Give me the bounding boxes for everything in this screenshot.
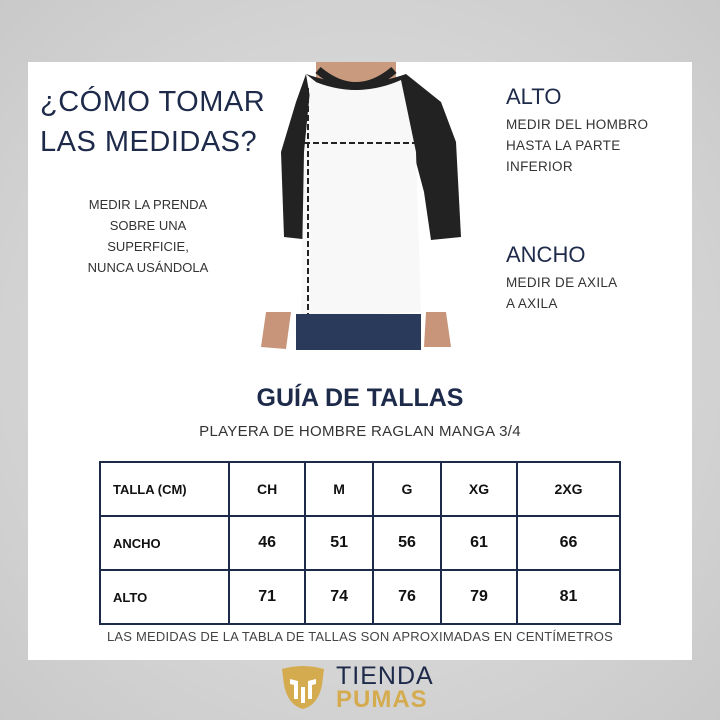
header-cell: CH bbox=[227, 461, 307, 517]
table-cell: 61 bbox=[439, 515, 519, 571]
ancho-description: MEDIR DE AXILA A AXILA bbox=[506, 272, 617, 314]
logo-text-tienda: TIENDA bbox=[336, 662, 434, 690]
heading-line: ¿CÓMO TOMAR bbox=[40, 86, 266, 118]
size-table: TALLA (CM) CH M G XG 2XG ANCHO 46 51 56 … bbox=[99, 461, 621, 625]
line: NUNCA USÁNDOLA bbox=[87, 260, 209, 275]
header-cell: 2XG bbox=[516, 461, 621, 517]
header-cell: XG bbox=[439, 461, 519, 517]
header-cell: M bbox=[304, 461, 375, 517]
line: INFERIOR bbox=[506, 159, 573, 174]
logo-text-pumas: PUMAS bbox=[336, 686, 428, 713]
line: MEDIR LA PRENDA bbox=[88, 197, 208, 212]
row-label: ANCHO bbox=[99, 515, 230, 571]
table-row: ALTO 71 74 76 79 81 bbox=[99, 569, 621, 625]
tienda-pumas-logo: TIENDA PUMAS bbox=[278, 664, 434, 712]
puma-head-icon bbox=[282, 666, 324, 709]
row-label: ALTO bbox=[99, 569, 230, 625]
table-cell: 71 bbox=[227, 569, 307, 625]
header-cell: G bbox=[372, 461, 442, 517]
shirt-image bbox=[261, 62, 461, 350]
table-cell: 79 bbox=[439, 569, 519, 625]
heading-line: LAS MEDIDAS? bbox=[40, 126, 258, 158]
table-header-row: TALLA (CM) CH M G XG 2XG bbox=[99, 461, 621, 517]
line: MEDIR DEL HOMBRO bbox=[506, 117, 649, 132]
alto-title: ALTO bbox=[506, 84, 562, 109]
header-cell: TALLA (CM) bbox=[99, 461, 230, 517]
table-cell: 46 bbox=[227, 515, 307, 571]
table-cell: 74 bbox=[304, 569, 375, 625]
line: A AXILA bbox=[506, 296, 558, 311]
table-cell: 56 bbox=[372, 515, 442, 571]
alto-description: MEDIR DEL HOMBRO HASTA LA PARTE INFERIOR bbox=[506, 114, 648, 177]
table-cell: 76 bbox=[372, 569, 442, 625]
size-note: LAS MEDIDAS DE LA TABLA DE TALLAS SON AP… bbox=[107, 629, 613, 644]
size-guide-panel: ¿CÓMO TOMAR LAS MEDIDAS? MEDIR LA PRENDA… bbox=[28, 62, 692, 660]
ancho-title: ANCHO bbox=[506, 242, 586, 267]
table-cell: 51 bbox=[304, 515, 375, 571]
line: SOBRE UNA bbox=[109, 218, 187, 233]
instruction-text: MEDIR LA PRENDA SOBRE UNA SUPERFICIE, NU… bbox=[78, 194, 218, 278]
line: SUPERFICIE, bbox=[107, 239, 189, 254]
table-cell: 66 bbox=[516, 515, 621, 571]
table-row: ANCHO 46 51 56 61 66 bbox=[99, 515, 621, 571]
table-cell: 81 bbox=[516, 569, 621, 625]
size-guide-title: GUÍA DE TALLAS bbox=[256, 384, 464, 412]
line: MEDIR DE AXILA bbox=[506, 275, 618, 290]
how-to-measure-heading: ¿CÓMO TOMAR LAS MEDIDAS? bbox=[40, 82, 265, 162]
size-guide-subtitle: PLAYERA DE HOMBRE RAGLAN MANGA 3/4 bbox=[199, 423, 521, 440]
line: HASTA LA PARTE bbox=[506, 138, 621, 153]
